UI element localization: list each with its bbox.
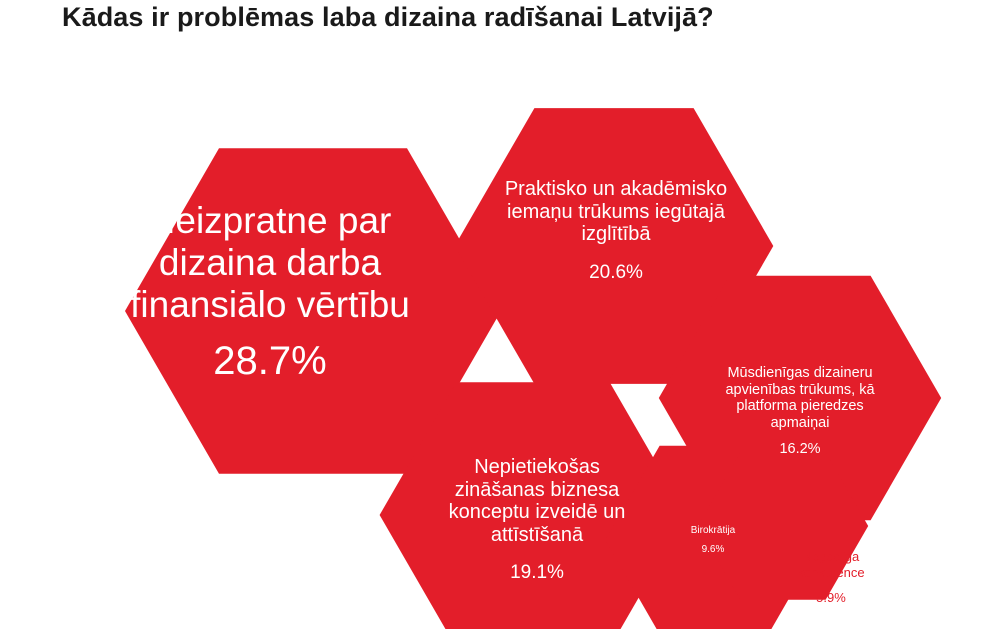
value-label: 20.6% xyxy=(589,261,643,283)
category-text: Mūsdienīgas dizaineru apvienības trūkums… xyxy=(725,365,875,431)
category-label-bureaucracy: Birokrātija 9.6% xyxy=(674,525,752,556)
category-label-financial-value: Neizpratne par dizaina darba finansiālo … xyxy=(120,200,420,385)
value-label: 19.1% xyxy=(510,562,564,584)
category-text: Nepietiekošas zināšanas biznesa konceptu… xyxy=(448,456,626,546)
value-label: 9.6% xyxy=(701,544,725,556)
hexagon-mark-0 xyxy=(125,148,501,474)
value-label: 5.9% xyxy=(816,590,846,606)
category-label-unfair-competition: Negodīga konkurence 5.9% xyxy=(776,549,886,606)
value-label: 16.2% xyxy=(779,441,821,458)
value-label: 28.7% xyxy=(213,339,327,384)
chart-title: Kādas ir problēmas laba dizaina radīšana… xyxy=(62,2,714,32)
category-label-education-skills: Praktisko un akadēmisko iemaņu trūkums i… xyxy=(503,178,729,283)
hexagon-mark-2 xyxy=(379,382,687,629)
category-text: Negodīga konkurence xyxy=(797,549,865,580)
category-text: Praktisko un akadēmisko iemaņu trūkums i… xyxy=(504,178,728,246)
category-text: Birokrātija xyxy=(690,525,736,536)
category-label-business-concepts: Nepietiekošas zināšanas biznesa konceptu… xyxy=(437,456,637,584)
hexagon-mark-5 xyxy=(697,452,869,600)
category-text: Neizpratne par dizaina darba finansiālo … xyxy=(130,200,410,325)
hexagon-mark-1 xyxy=(454,108,774,384)
category-label-designer-association: Mūsdienīgas dizaineru apvienības trūkums… xyxy=(713,365,887,458)
